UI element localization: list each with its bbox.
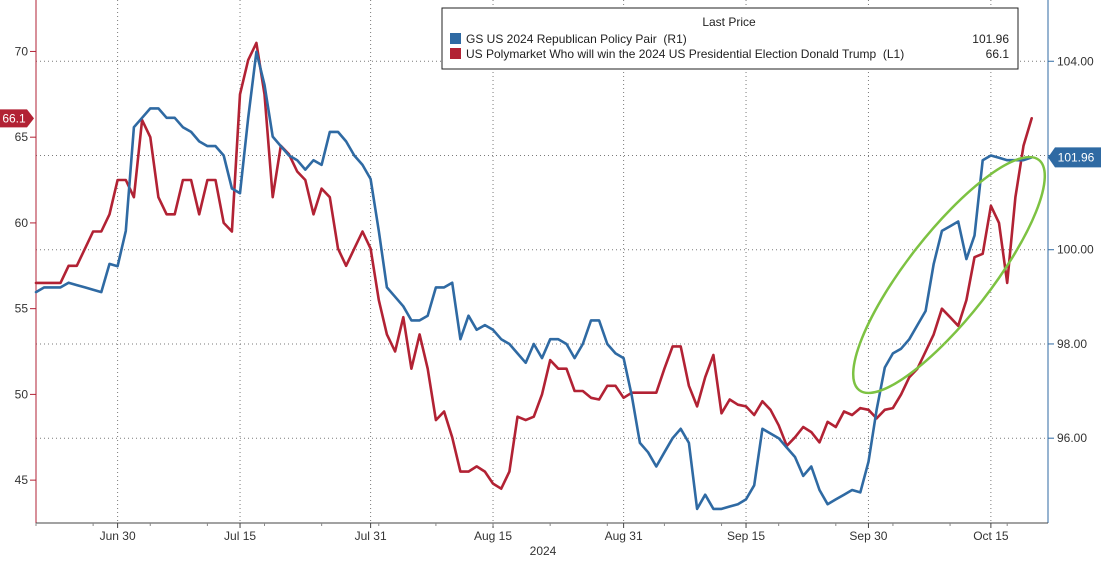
y-right-tick-label: 96.00 (1057, 431, 1087, 445)
y-left-tick-label: 60 (15, 216, 29, 230)
x-tick-label: Sep 30 (849, 529, 887, 543)
legend-label-gs-pair: GS US 2024 Republican Policy Pair (R1) (466, 32, 687, 46)
series (34, 41, 1033, 511)
y-left-tick-label: 50 (15, 387, 29, 401)
y-left-tick-label: 65 (15, 130, 29, 144)
legend-swatch-polymarket (450, 48, 461, 59)
badge-shape (0, 109, 34, 128)
legend-title: Last Price (702, 15, 756, 29)
y-left-tick-label: 55 (15, 302, 29, 316)
badge-text: 66.1 (2, 111, 26, 125)
x-tick-label: Sep 15 (727, 529, 765, 543)
grid (36, 0, 1048, 523)
legend-value-polymarket: 66.1 (986, 47, 1010, 61)
last-value-badge-right: 101.96 (1048, 147, 1101, 168)
y-left-tick-label: 70 (15, 44, 29, 58)
legend-box (441, 7, 1019, 70)
highlight-ellipse (851, 155, 1047, 395)
last-value-badge-left: 66.1 (0, 109, 34, 128)
series-line-polymarket (34, 41, 1033, 491)
x-tick-label: Jul 31 (355, 529, 387, 543)
y-left-tick-label: 45 (15, 473, 29, 487)
annotations (851, 155, 1047, 395)
x-tick-label: Jun 30 (100, 529, 136, 543)
legend-label-polymarket: US Polymarket Who will win the 2024 US P… (466, 47, 904, 61)
x-tick-label: Jul 15 (224, 529, 256, 543)
last-value-badges: 66.1 101.96 (0, 109, 1101, 168)
series-line-gs_pair (34, 50, 1033, 511)
x-tick-label: Aug 15 (474, 529, 512, 543)
x-tick-label: Aug 31 (605, 529, 643, 543)
badge-text: 101.96 (1058, 150, 1095, 164)
x-tick-label: Oct 15 (973, 529, 1009, 543)
y-right-tick-label: 104.00 (1057, 54, 1094, 68)
legend: Last Price GS US 2024 Republican Policy … (441, 7, 1019, 70)
y-right-tick-label: 100.00 (1057, 243, 1094, 257)
x-year-label: 2024 (530, 544, 557, 558)
axes: Jun 30 Jul 15 Jul 31 Aug 15 Aug 31 Sep 15 Sep … (15, 0, 1094, 558)
y-right-tick-label: 98.00 (1057, 337, 1087, 351)
badge-shape (1048, 147, 1101, 168)
legend-swatch-gs-pair (450, 33, 461, 44)
legend-value-gs-pair: 101.96 (972, 32, 1009, 46)
